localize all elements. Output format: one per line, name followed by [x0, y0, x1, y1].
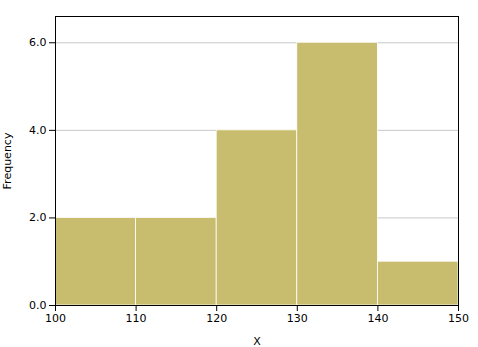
svg-text:4.0: 4.0	[29, 124, 47, 137]
svg-text:130: 130	[287, 312, 308, 325]
svg-text:110: 110	[126, 312, 147, 325]
svg-text:140: 140	[367, 312, 388, 325]
svg-text:Frequency: Frequency	[1, 132, 14, 189]
svg-text:120: 120	[206, 312, 227, 325]
svg-text:6.0: 6.0	[29, 36, 47, 49]
svg-text:2.0: 2.0	[29, 211, 47, 224]
svg-text:100: 100	[45, 312, 66, 325]
svg-text:X: X	[253, 335, 261, 347]
svg-text:0.0: 0.0	[29, 299, 47, 312]
svg-text:150: 150	[448, 312, 469, 325]
